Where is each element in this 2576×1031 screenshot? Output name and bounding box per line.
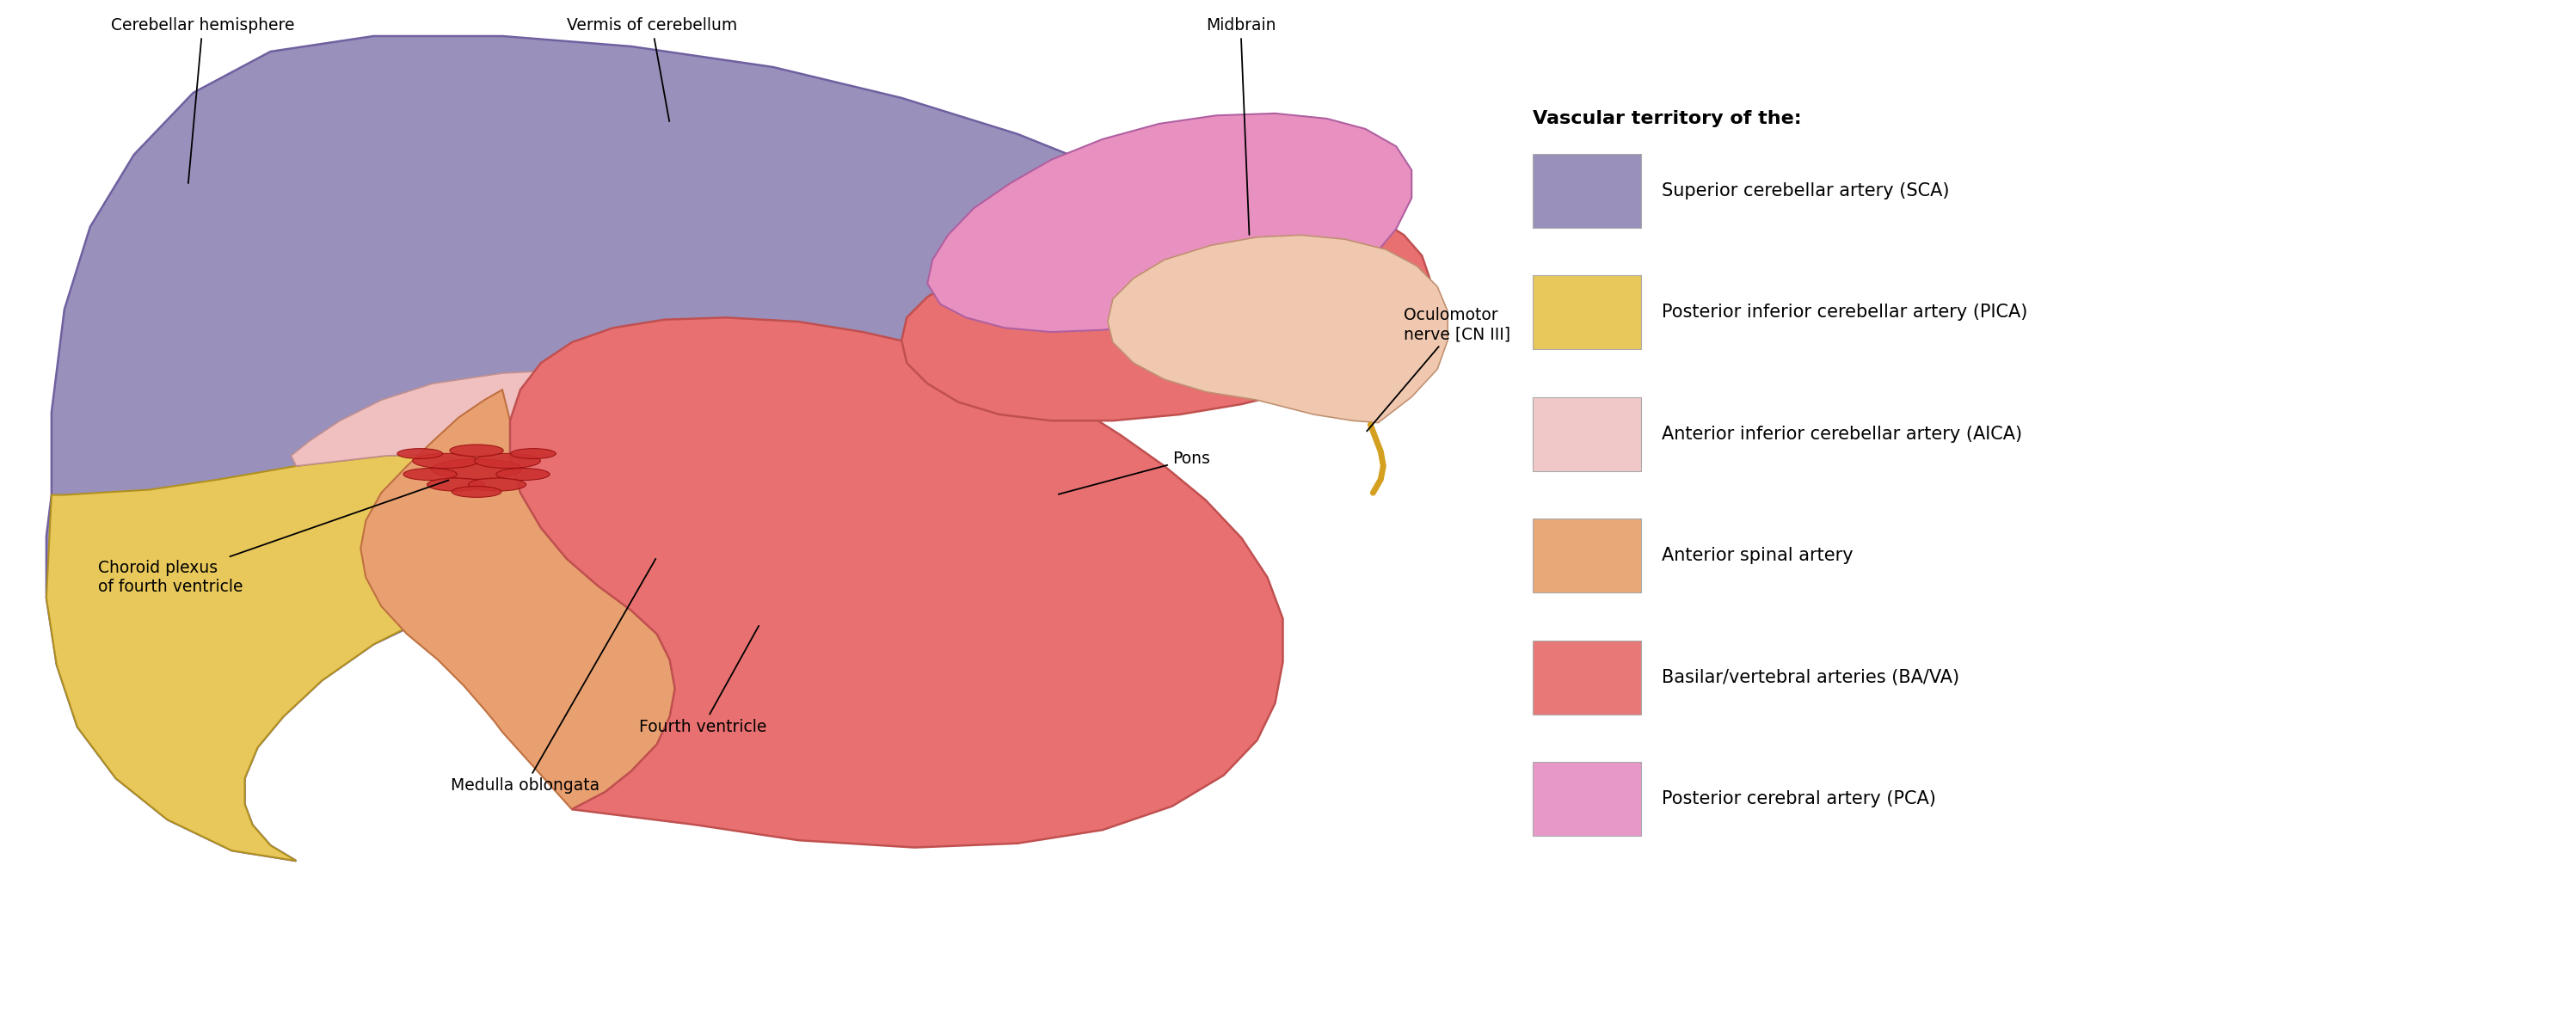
Text: Choroid plexus
of fourth ventricle: Choroid plexus of fourth ventricle [98, 480, 448, 595]
Text: Medulla oblongata: Medulla oblongata [451, 559, 657, 794]
Text: Midbrain: Midbrain [1206, 18, 1275, 235]
Ellipse shape [510, 448, 556, 459]
Ellipse shape [451, 444, 502, 457]
Text: Oculomotor
nerve [CN III]: Oculomotor nerve [CN III] [1368, 307, 1510, 431]
Ellipse shape [412, 454, 479, 468]
Text: Superior cerebellar artery (SCA): Superior cerebellar artery (SCA) [1662, 182, 1950, 199]
Polygon shape [902, 196, 1430, 421]
FancyBboxPatch shape [1533, 154, 1641, 228]
Text: Anterior inferior cerebellar artery (AICA): Anterior inferior cerebellar artery (AIC… [1662, 426, 2022, 442]
Ellipse shape [397, 448, 443, 459]
Polygon shape [1108, 235, 1448, 423]
Text: Pons: Pons [1059, 451, 1211, 494]
Polygon shape [927, 113, 1412, 332]
Ellipse shape [430, 459, 523, 479]
Text: Vascular territory of the:: Vascular territory of the: [1533, 110, 1801, 127]
Text: Posterior inferior cerebellar artery (PICA): Posterior inferior cerebellar artery (PI… [1662, 304, 2027, 321]
Ellipse shape [404, 468, 456, 480]
Ellipse shape [451, 487, 502, 497]
Polygon shape [510, 318, 1283, 847]
FancyBboxPatch shape [1533, 397, 1641, 471]
Polygon shape [361, 390, 675, 809]
Ellipse shape [474, 454, 541, 468]
Text: Anterior spinal artery: Anterior spinal artery [1662, 547, 1852, 564]
Text: Vermis of cerebellum: Vermis of cerebellum [567, 18, 737, 122]
Polygon shape [46, 454, 799, 861]
Polygon shape [291, 369, 927, 536]
Text: Fourth ventricle: Fourth ventricle [639, 626, 768, 735]
Ellipse shape [497, 468, 549, 480]
FancyBboxPatch shape [1533, 762, 1641, 836]
FancyBboxPatch shape [1533, 275, 1641, 350]
Text: Posterior cerebral artery (PCA): Posterior cerebral artery (PCA) [1662, 791, 1935, 807]
Text: Basilar/vertebral arteries (BA/VA): Basilar/vertebral arteries (BA/VA) [1662, 669, 1960, 686]
Ellipse shape [428, 478, 484, 491]
FancyBboxPatch shape [1533, 640, 1641, 714]
Text: Cerebellar hemisphere: Cerebellar hemisphere [111, 18, 294, 184]
Ellipse shape [469, 478, 526, 491]
Polygon shape [46, 36, 1224, 861]
FancyBboxPatch shape [1533, 519, 1641, 593]
